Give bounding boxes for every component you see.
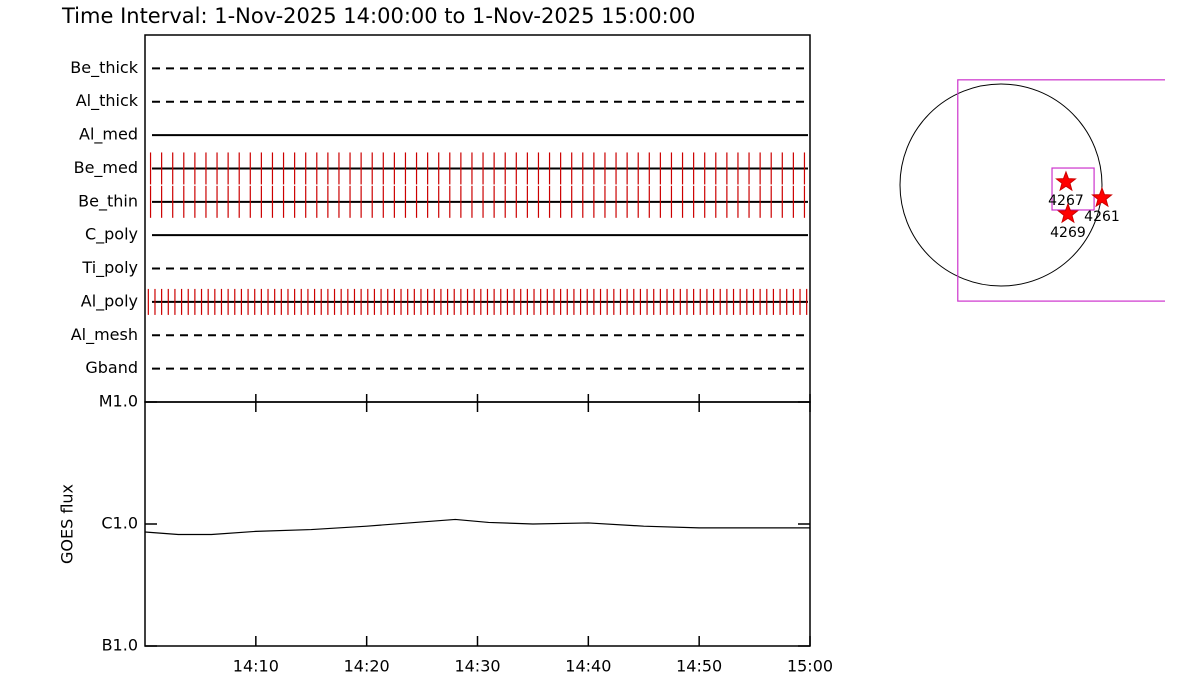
- chart-title: Time Interval: 1-Nov-2025 14:00:00 to 1-…: [61, 4, 695, 28]
- y-tick-label: C1.0: [101, 514, 138, 533]
- filter-label: Ti_poly: [81, 258, 138, 278]
- filter-frame: [144, 34, 811, 403]
- x-tick-label: 14:30: [454, 657, 500, 676]
- goes-curve: [144, 518, 810, 536]
- filter-label: C_poly: [85, 225, 138, 245]
- region-label: 4261: [1084, 209, 1120, 225]
- fov: [957, 79, 1165, 302]
- region-star: [1055, 170, 1077, 192]
- x-tick-label: 14:40: [565, 657, 611, 676]
- filter-label: Be_med: [74, 158, 138, 178]
- filter-label: Al_thick: [76, 91, 139, 111]
- region-star: [1091, 186, 1113, 208]
- x-tick-label: 14:50: [676, 657, 722, 676]
- filter-label: Al_med: [79, 125, 138, 145]
- filter-label: Be_thin: [78, 191, 138, 211]
- filter-label: Gband: [85, 358, 138, 377]
- filter-label: Be_thick: [70, 58, 138, 78]
- region-star: [1057, 202, 1079, 224]
- region-label: 4269: [1050, 225, 1086, 241]
- goes-frame: [144, 401, 811, 647]
- solar-limb: [899, 83, 1103, 287]
- filter-label: Al_poly: [81, 291, 138, 311]
- x-tick-label: 14:10: [233, 657, 279, 676]
- region-label: 4267: [1048, 193, 1084, 209]
- y-axis-label: GOES flux: [58, 484, 77, 564]
- filter-label: Al_mesh: [71, 325, 138, 345]
- y-tick-label: B1.0: [102, 636, 138, 655]
- y-tick-label: M1.0: [99, 392, 138, 411]
- x-tick-label: 14:20: [344, 657, 390, 676]
- x-tick-label: 15:00: [787, 657, 833, 676]
- subfield: [1051, 167, 1095, 211]
